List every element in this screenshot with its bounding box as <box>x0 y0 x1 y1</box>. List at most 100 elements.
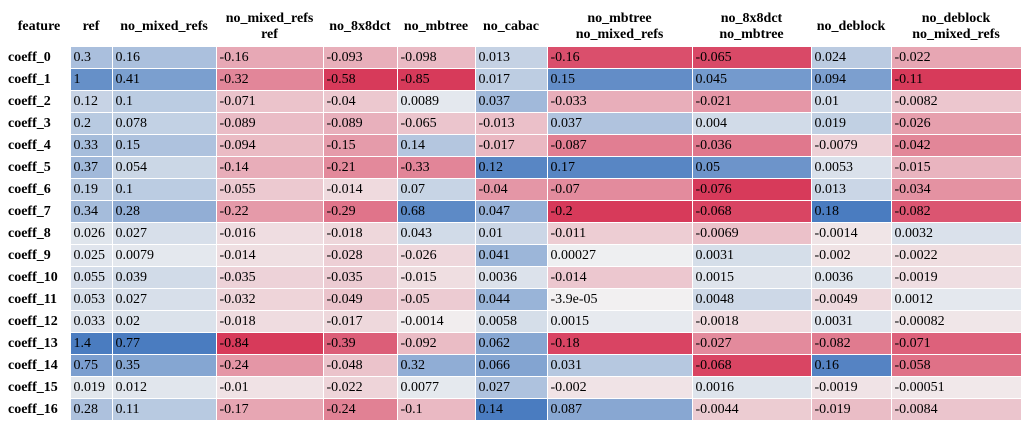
row-label: coeff_13 <box>8 332 70 355</box>
heatmap-cell: -0.0044 <box>691 398 812 421</box>
heatmap-cell: -0.05 <box>396 288 476 311</box>
heatmap-cell: 0.037 <box>546 112 693 135</box>
heatmap-cell: -0.071 <box>890 332 1022 355</box>
heatmap-cell: 0.054 <box>111 156 217 179</box>
heatmap-cell: -0.011 <box>546 222 693 245</box>
heatmap-cell: -0.0014 <box>810 222 892 245</box>
heatmap-cell: -0.002 <box>546 376 693 399</box>
heatmap-cell: -0.1 <box>396 398 476 421</box>
table-row: coeff_12 0.033 0.02 -0.018 -0.017 -0.0014 0.00… <box>8 310 1022 333</box>
heatmap-cell: -0.026 <box>396 244 476 267</box>
heatmap-cell: -0.0014 <box>396 310 476 333</box>
heatmap-cell: -0.082 <box>810 332 892 355</box>
heatmap-cell: 0.75 <box>69 354 113 377</box>
heatmap-cell: 0.0015 <box>691 266 812 289</box>
heatmap-cell: 0.019 <box>810 112 892 135</box>
heatmap-cell: -0.092 <box>396 332 476 355</box>
heatmap-cell: -0.076 <box>691 178 812 201</box>
heatmap-cell: 0.14 <box>396 134 476 157</box>
heatmap-cell: 0.18 <box>810 200 892 223</box>
heatmap-cell: -0.29 <box>322 200 398 223</box>
heatmap-cell: 0.0053 <box>810 156 892 179</box>
heatmap-cell: -0.16 <box>215 46 324 69</box>
heatmap-cell: 0.15 <box>546 68 693 91</box>
heatmap-cell: 0.01 <box>474 222 548 245</box>
heatmap-cell: -0.042 <box>890 134 1022 157</box>
heatmap-cell: -0.15 <box>322 134 398 157</box>
heatmap-cell: 0.047 <box>474 200 548 223</box>
heatmap-cell: -0.068 <box>691 354 812 377</box>
heatmap-cell: -0.033 <box>546 90 693 113</box>
heatmap-cell: 0.1 <box>111 178 217 201</box>
heatmap-cell: -0.036 <box>691 134 812 157</box>
heatmap-cell: -0.065 <box>396 112 476 135</box>
column-header: no_mbtree no_mixed_refs <box>575 11 664 42</box>
heatmap-cell: 0.3 <box>69 46 113 69</box>
table-row: coeff_9 0.025 0.0079 -0.014 -0.028 -0.026 0.04… <box>8 244 1022 267</box>
row-label: coeff_0 <box>8 46 70 69</box>
heatmap-cell: 0.12 <box>69 90 113 113</box>
heatmap-cell: 0.02 <box>111 310 217 333</box>
heatmap-cell: 0.013 <box>810 178 892 201</box>
heatmap-cell: 0.33 <box>69 134 113 157</box>
heatmap-cell: 0.041 <box>474 244 548 267</box>
heatmap-cell: -0.11 <box>890 68 1022 91</box>
heatmap-cell: -0.01 <box>215 376 324 399</box>
heatmap-cell: 0.0031 <box>810 310 892 333</box>
heatmap-cell: -0.14 <box>215 156 324 179</box>
row-label: coeff_6 <box>8 178 70 201</box>
column-header: no_deblock <box>816 19 886 34</box>
row-label: coeff_10 <box>8 266 70 289</box>
column-header: no_8x8dct <box>329 19 391 34</box>
row-label: coeff_8 <box>8 222 70 245</box>
column-header: no_mixed_refs <box>120 19 208 34</box>
heatmap-cell: 0.0036 <box>474 266 548 289</box>
table-row: coeff_8 0.026 0.027 -0.016 -0.018 0.043 0.01 -0… <box>8 222 1022 245</box>
heatmap-cell: -0.33 <box>396 156 476 179</box>
heatmap-cell: 0.12 <box>474 156 548 179</box>
table-row: coeff_15 0.019 0.012 -0.01 -0.022 0.0077 0.027… <box>8 376 1022 399</box>
heatmap-cell: -0.2 <box>546 200 693 223</box>
heatmap-cell: -0.21 <box>322 156 398 179</box>
heatmap-cell: -0.028 <box>322 244 398 267</box>
heatmap-cell: -0.0018 <box>691 310 812 333</box>
heatmap-cell: 0.0016 <box>691 376 812 399</box>
heatmap-cell: -0.035 <box>322 266 398 289</box>
column-header: no_cabac <box>483 19 539 34</box>
heatmap-cell: 0.37 <box>69 156 113 179</box>
heatmap-cell: -0.04 <box>474 178 548 201</box>
row-label: coeff_2 <box>8 90 70 113</box>
heatmap-cell: -0.018 <box>322 222 398 245</box>
heatmap-cell: -0.016 <box>215 222 324 245</box>
column-header: no_mixed_refs ref <box>225 11 314 42</box>
heatmap-cell: 0.027 <box>111 288 217 311</box>
table-row: coeff_4 0.33 0.15 -0.094 -0.15 0.14 -0.017 -0.0… <box>8 134 1022 157</box>
heatmap-cell: -0.17 <box>215 398 324 421</box>
header-row: feature ref no_mixed_refs no_mixed_refs re… <box>8 8 1021 47</box>
heatmap-cell: 0.16 <box>111 46 217 69</box>
heatmap-cell: -0.014 <box>215 244 324 267</box>
heatmap-cell: 0.045 <box>691 68 812 91</box>
table-row: coeff_6 0.19 0.1 -0.055 -0.014 0.07 -0.04 -0.07… <box>8 178 1022 201</box>
heatmap-cell: -0.089 <box>215 112 324 135</box>
heatmap-cell: 0.1 <box>111 90 217 113</box>
heatmap-cell: -0.0019 <box>890 266 1022 289</box>
heatmap-cell: -0.0022 <box>890 244 1022 267</box>
heatmap-cell: 0.0089 <box>396 90 476 113</box>
heatmap-cell: 0.28 <box>111 200 217 223</box>
heatmap-cell: -0.017 <box>474 134 548 157</box>
heatmap-cell: -0.014 <box>546 266 693 289</box>
heatmap-cell: -0.021 <box>691 90 812 113</box>
heatmap-cell: -0.055 <box>215 178 324 201</box>
heatmap-cell: -0.098 <box>396 46 476 69</box>
column-header: no_deblock no_mixed_refs <box>912 11 1000 42</box>
heatmap-cell: 0.012 <box>111 376 217 399</box>
heatmap-cell: 0.17 <box>546 156 693 179</box>
heatmap-cell: -0.39 <box>322 332 398 355</box>
heatmap-cell: -0.0079 <box>810 134 892 157</box>
heatmap-cell: -0.013 <box>474 112 548 135</box>
table-row: coeff_14 0.75 0.35 -0.24 -0.048 0.32 0.066 0.03… <box>8 354 1022 377</box>
row-label: coeff_1 <box>8 68 70 91</box>
heatmap-cell: -0.015 <box>890 156 1022 179</box>
row-label: coeff_16 <box>8 398 70 421</box>
